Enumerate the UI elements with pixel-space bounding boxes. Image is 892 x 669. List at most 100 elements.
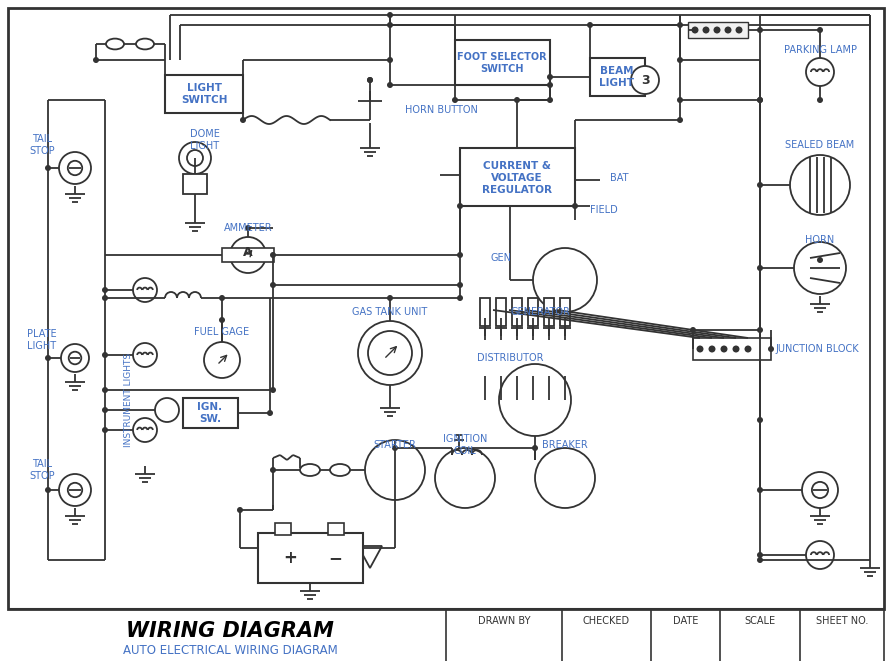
Circle shape bbox=[133, 278, 157, 302]
Circle shape bbox=[677, 22, 683, 28]
Bar bbox=[183, 398, 238, 428]
Circle shape bbox=[270, 387, 276, 393]
Bar bbox=[455, 40, 550, 85]
Text: PARKING LAMP: PARKING LAMP bbox=[783, 45, 856, 55]
Circle shape bbox=[68, 161, 82, 175]
Text: GEN: GEN bbox=[490, 253, 511, 263]
Circle shape bbox=[817, 27, 823, 33]
Circle shape bbox=[387, 295, 393, 301]
Bar bbox=[512, 298, 522, 326]
Circle shape bbox=[267, 410, 273, 416]
Circle shape bbox=[457, 282, 463, 288]
Circle shape bbox=[387, 82, 393, 88]
Circle shape bbox=[757, 417, 763, 423]
Circle shape bbox=[817, 97, 823, 103]
Circle shape bbox=[133, 343, 157, 367]
Text: 3: 3 bbox=[640, 74, 649, 86]
Circle shape bbox=[703, 27, 709, 33]
Circle shape bbox=[745, 345, 751, 353]
Text: JUNCTION BLOCK: JUNCTION BLOCK bbox=[775, 344, 859, 354]
Circle shape bbox=[69, 352, 81, 365]
Text: PLATE
LIGHT: PLATE LIGHT bbox=[27, 329, 57, 351]
Text: TAIL
STOP: TAIL STOP bbox=[29, 459, 54, 481]
Circle shape bbox=[757, 97, 763, 103]
Circle shape bbox=[155, 398, 179, 422]
Circle shape bbox=[587, 22, 593, 28]
Circle shape bbox=[387, 22, 393, 28]
Circle shape bbox=[68, 483, 82, 497]
Circle shape bbox=[367, 77, 373, 83]
Circle shape bbox=[757, 97, 763, 103]
Circle shape bbox=[721, 345, 728, 353]
Bar bbox=[688, 22, 748, 38]
Text: HORN: HORN bbox=[805, 235, 835, 245]
Circle shape bbox=[230, 237, 266, 273]
Circle shape bbox=[794, 242, 846, 294]
Circle shape bbox=[631, 66, 659, 94]
Circle shape bbox=[270, 252, 276, 258]
Text: −: − bbox=[328, 549, 342, 567]
Circle shape bbox=[457, 295, 463, 301]
Circle shape bbox=[237, 507, 243, 513]
Circle shape bbox=[499, 364, 571, 436]
Circle shape bbox=[204, 342, 240, 378]
Text: SEALED BEAM: SEALED BEAM bbox=[785, 140, 855, 150]
Circle shape bbox=[708, 345, 715, 353]
Bar bbox=[544, 298, 554, 326]
Bar bbox=[275, 523, 291, 535]
Circle shape bbox=[59, 152, 91, 184]
Circle shape bbox=[757, 265, 763, 271]
Circle shape bbox=[697, 345, 704, 353]
Circle shape bbox=[102, 407, 108, 413]
Bar bbox=[222, 248, 274, 262]
Ellipse shape bbox=[106, 39, 124, 50]
Circle shape bbox=[817, 257, 823, 263]
Circle shape bbox=[45, 355, 51, 361]
Text: DOME
LIGHT: DOME LIGHT bbox=[190, 129, 220, 151]
Bar bbox=[460, 148, 575, 206]
Text: CURRENT &
VOLTAGE
REGULATOR: CURRENT & VOLTAGE REGULATOR bbox=[482, 161, 552, 195]
Circle shape bbox=[457, 203, 463, 209]
Circle shape bbox=[690, 327, 696, 333]
Circle shape bbox=[572, 203, 578, 209]
Circle shape bbox=[535, 448, 595, 508]
Circle shape bbox=[270, 467, 276, 473]
Circle shape bbox=[435, 448, 495, 508]
Text: DISTRIBUTOR: DISTRIBUTOR bbox=[476, 353, 543, 363]
Circle shape bbox=[179, 142, 211, 174]
Circle shape bbox=[533, 248, 597, 312]
Text: DATE: DATE bbox=[673, 616, 698, 626]
Text: WIRING DIAGRAM: WIRING DIAGRAM bbox=[126, 621, 334, 641]
Circle shape bbox=[714, 27, 721, 33]
Circle shape bbox=[102, 287, 108, 293]
Text: SHEET NO.: SHEET NO. bbox=[816, 616, 868, 626]
Ellipse shape bbox=[300, 464, 320, 476]
Circle shape bbox=[724, 27, 731, 33]
Bar bbox=[693, 338, 771, 360]
Text: BREAKER: BREAKER bbox=[542, 440, 588, 450]
Circle shape bbox=[270, 282, 276, 288]
Circle shape bbox=[133, 418, 157, 442]
Text: LIGHT
SWITCH: LIGHT SWITCH bbox=[181, 83, 227, 105]
Text: AMMETER: AMMETER bbox=[224, 223, 272, 233]
Circle shape bbox=[219, 295, 225, 301]
Circle shape bbox=[219, 317, 225, 323]
Circle shape bbox=[187, 150, 203, 166]
Circle shape bbox=[547, 74, 553, 80]
Circle shape bbox=[365, 440, 425, 500]
Circle shape bbox=[452, 97, 458, 103]
Text: FIELD: FIELD bbox=[590, 205, 618, 215]
Text: TAIL
STOP: TAIL STOP bbox=[29, 134, 54, 156]
Bar bbox=[560, 298, 570, 326]
Circle shape bbox=[59, 474, 91, 506]
Bar bbox=[496, 298, 506, 326]
Circle shape bbox=[812, 482, 828, 498]
Circle shape bbox=[102, 352, 108, 358]
Text: A: A bbox=[244, 246, 252, 258]
Circle shape bbox=[240, 117, 246, 123]
Circle shape bbox=[757, 487, 763, 493]
Circle shape bbox=[732, 345, 739, 353]
Circle shape bbox=[547, 82, 553, 88]
Circle shape bbox=[757, 27, 763, 33]
Bar bbox=[183, 174, 207, 194]
